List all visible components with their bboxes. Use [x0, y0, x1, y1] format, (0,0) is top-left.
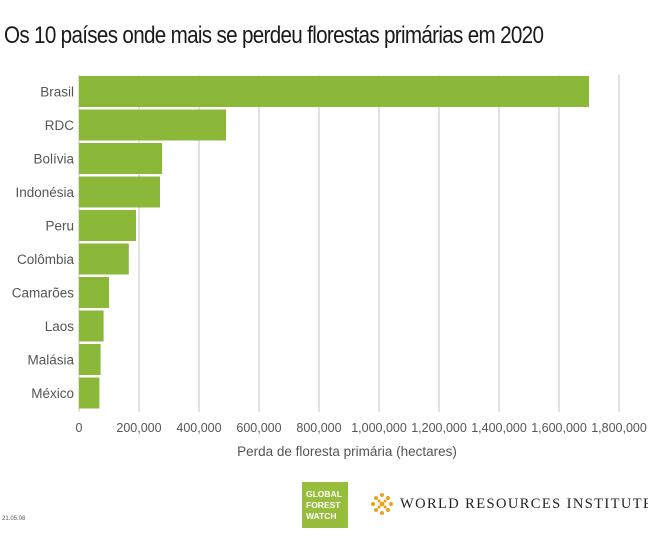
bar-chart: Brasil RDC Bolívia Indonésia Peru Colômbia Cam…	[12, 75, 647, 459]
bar	[79, 76, 589, 107]
bar	[79, 377, 100, 409]
x-tick-label: 200,000	[116, 421, 161, 435]
category-label: Colômbia	[17, 252, 75, 267]
x-tick-labels: 0 200,000 400,000 600,000 800,000 1,000,000 1,…	[76, 421, 647, 435]
wri-logo: WORLD RESOURCES INSTITUTE	[370, 492, 648, 516]
bar	[79, 143, 163, 174]
x-tick-label: 1,400,000	[471, 421, 527, 435]
bar	[79, 109, 226, 141]
x-tick-label: 400,000	[176, 421, 221, 435]
bar	[79, 344, 101, 375]
wri-emblem-icon	[371, 493, 393, 515]
x-tick-label: 1,600,000	[531, 421, 587, 435]
category-label: Brasil	[40, 85, 74, 100]
chart-title: Os 10 países onde mais se perdeu florest…	[4, 22, 544, 49]
footer-date: 21.05.08	[2, 516, 26, 522]
category-label: Bolívia	[33, 152, 74, 167]
bar	[79, 176, 160, 208]
x-tick-label: 0	[76, 421, 83, 435]
category-labels: Brasil RDC Bolívia Indonésia Peru Colômbia Cam…	[12, 85, 75, 402]
bars	[79, 76, 589, 409]
category-label: Malásia	[27, 353, 74, 368]
category-label: México	[31, 386, 74, 401]
x-tick-label: 600,000	[236, 421, 281, 435]
bar	[79, 243, 129, 275]
x-tick-label: 1,800,000	[591, 421, 647, 435]
bar	[79, 310, 104, 342]
gfw-logo-line: GLOBAL	[306, 488, 342, 499]
bar	[79, 277, 109, 308]
gfw-logo-line: WATCH	[306, 510, 337, 521]
category-label: Indonésia	[15, 185, 74, 200]
wri-logo-text: WORLD RESOURCES INSTITUTE	[400, 495, 648, 512]
category-label: Camarões	[12, 286, 75, 301]
global-forest-watch-logo: GLOBAL FOREST WATCH	[302, 482, 348, 528]
x-axis-label: Perda de floresta primária (hectares)	[237, 444, 457, 459]
category-label: Peru	[45, 219, 74, 234]
x-tick-label: 800,000	[296, 421, 341, 435]
bar	[79, 210, 136, 241]
category-label: RDC	[45, 118, 74, 133]
x-tick-label: 1,000,000	[351, 421, 407, 435]
gfw-logo-line: FOREST	[306, 499, 341, 510]
x-tick-label: 1,200,000	[411, 421, 467, 435]
category-label: Laos	[45, 319, 75, 334]
